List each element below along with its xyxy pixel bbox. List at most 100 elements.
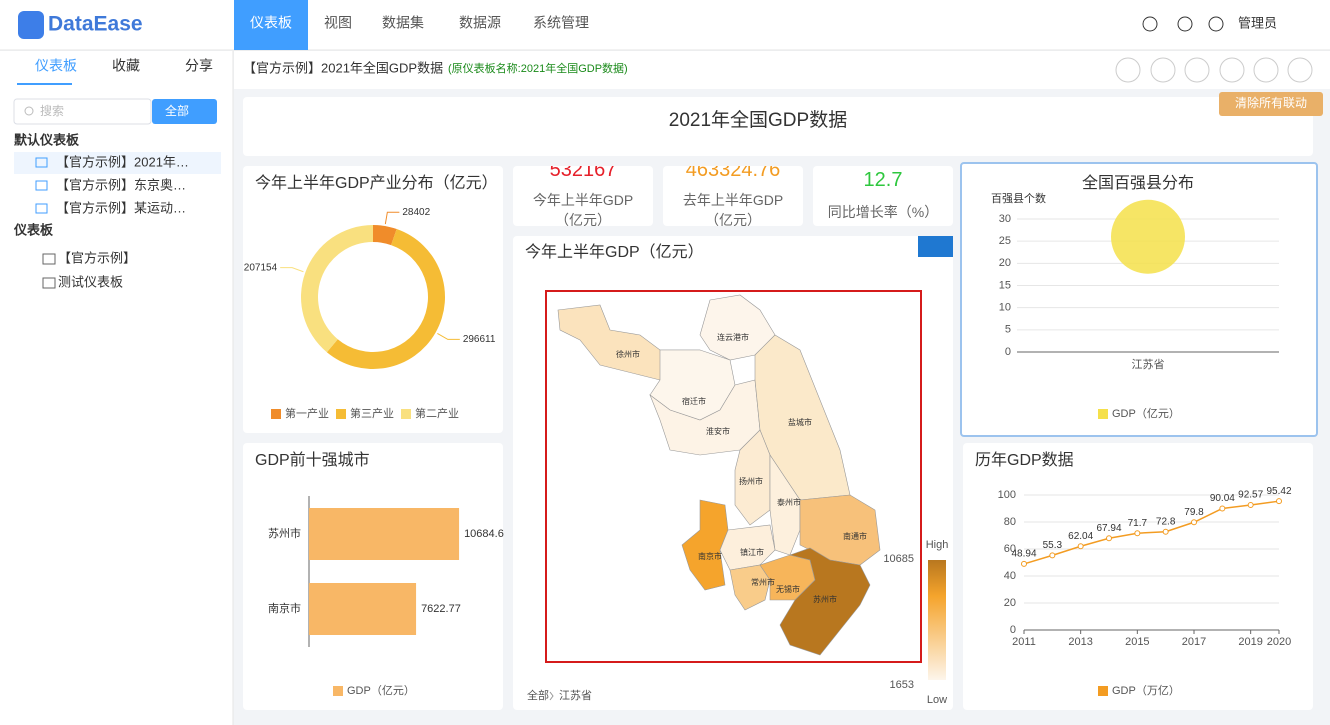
navbar <box>0 0 1330 50</box>
sidebar-tab[interactable]: 收藏 <box>112 58 140 74</box>
tree-item[interactable]: 【官方示例】 <box>58 250 136 265</box>
item-icon <box>35 180 48 191</box>
data-label: 79.8 <box>1184 507 1204 518</box>
axis-label: 百强县个数 <box>991 192 1046 205</box>
item-icon <box>35 157 48 168</box>
point[interactable] <box>1134 530 1141 537</box>
x-tick-label: 2013 <box>1068 636 1092 648</box>
leader-line <box>384 211 400 225</box>
chart-title: 今年上半年GDP产业分布（亿元） <box>255 174 498 192</box>
user-menu[interactable]: 管理员 <box>1238 15 1277 30</box>
point[interactable] <box>1021 560 1027 567</box>
card <box>960 162 1318 437</box>
point[interactable] <box>1162 528 1169 535</box>
nav-icon[interactable] <box>1142 16 1158 32</box>
kpi-value: 12.7 <box>863 169 903 191</box>
y-tick-label: 苏州市 <box>268 526 301 540</box>
menu-item[interactable]: 系统管理 <box>533 15 589 31</box>
dashboard-item[interactable]: 【官方示例】东京奥… <box>56 177 186 192</box>
clear-button[interactable] <box>1219 92 1323 116</box>
toolbar-button[interactable] <box>1219 57 1245 83</box>
visual-map-max: 10685 <box>883 553 914 565</box>
legend-label: GDP（亿元） <box>1112 407 1180 420</box>
data-label: 95.42 <box>1266 486 1291 497</box>
point[interactable] <box>1219 505 1226 512</box>
data-label: 48.94 <box>1011 549 1036 560</box>
region-label: 连云港市 <box>717 332 749 342</box>
bubble[interactable] <box>1111 199 1185 274</box>
toolbar-button[interactable] <box>1287 57 1313 83</box>
data-label: 90.04 <box>1210 493 1235 504</box>
map-region[interactable] <box>734 429 771 526</box>
active-tab[interactable] <box>234 0 308 50</box>
x-tick-label: 江苏省 <box>1132 358 1165 371</box>
selected-item[interactable] <box>14 152 221 174</box>
line <box>1023 500 1280 565</box>
region-label: 苏州市 <box>813 594 837 604</box>
nav-icon[interactable] <box>1177 16 1193 32</box>
region-label: 常州市 <box>751 577 775 587</box>
kpi-value: 532167 <box>549 166 617 181</box>
legend-swatch <box>336 409 346 419</box>
breadcrumb[interactable]: 江苏省 <box>559 689 592 702</box>
legend-swatch <box>1098 409 1108 419</box>
region-label: 盐城市 <box>788 417 812 427</box>
point[interactable] <box>1247 502 1254 509</box>
legend-swatch <box>333 686 343 696</box>
map-region[interactable] <box>779 547 871 656</box>
region-label: 南通市 <box>843 531 867 541</box>
nav-icon[interactable] <box>1208 16 1224 32</box>
region-label: 无锡市 <box>776 584 800 594</box>
point[interactable] <box>1077 543 1084 550</box>
search-box[interactable] <box>13 98 152 125</box>
section-title: 仪表板 <box>13 222 54 237</box>
menu-item[interactable]: 视图 <box>324 15 352 31</box>
map-tools[interactable] <box>918 236 953 257</box>
data-label: 296611 <box>463 334 496 345</box>
breadcrumb[interactable]: 全部 <box>527 688 549 702</box>
sidebar-tab[interactable]: 分享 <box>185 58 213 74</box>
y-tick-label: 60 <box>1004 543 1016 555</box>
legend-label: 第二产业 <box>415 406 459 420</box>
toolbar-button[interactable] <box>1184 57 1210 83</box>
menu-item[interactable]: 数据源 <box>459 15 501 31</box>
kpi-label: 去年上半年GDP（亿元） <box>682 192 784 226</box>
menu-item[interactable]: 数据集 <box>382 15 424 31</box>
data-label: 67.94 <box>1096 523 1121 534</box>
point[interactable] <box>1106 535 1112 542</box>
map-region[interactable] <box>681 499 729 591</box>
sidebar-tab[interactable]: 仪表板 <box>35 58 77 74</box>
data-label: 28402 <box>402 207 430 218</box>
data-label: 7622.77 <box>421 603 461 615</box>
x-tick-label: 2017 <box>1182 636 1206 648</box>
filter-button[interactable] <box>152 99 217 124</box>
region-label: 南京市 <box>698 551 722 561</box>
x-tick-label: 2015 <box>1125 636 1149 648</box>
bar[interactable] <box>309 583 417 635</box>
y-tick-label: 5 <box>1005 324 1011 336</box>
kpi-card: 12.7 同比增长率（%） <box>813 166 953 226</box>
region-label: 泰州市 <box>777 497 801 507</box>
filter-label[interactable]: 全部 <box>165 103 189 118</box>
y-tick-label: 15 <box>999 279 1011 291</box>
region-label: 扬州市 <box>739 476 763 486</box>
visual-map-label: Low <box>927 694 947 706</box>
legend-label: GDP（万亿） <box>1112 684 1180 697</box>
toolbar-button[interactable] <box>1115 57 1141 83</box>
tree-item[interactable]: 测试仪表板 <box>58 274 123 289</box>
toolbar-button[interactable] <box>1150 57 1176 83</box>
toolbar-button[interactable] <box>1253 57 1279 83</box>
point[interactable] <box>1049 552 1056 559</box>
menu-item[interactable]: 仪表板 <box>250 15 292 31</box>
clear-button-label[interactable]: 清除所有联动 <box>1235 95 1307 110</box>
leader-line <box>437 333 460 340</box>
point[interactable] <box>1191 519 1197 526</box>
bar[interactable] <box>309 508 460 560</box>
legend-swatch <box>1098 686 1108 696</box>
dashboard-item[interactable]: 【官方示例】某运动… <box>56 200 186 215</box>
dashboard-item[interactable]: 【官方示例】2021年… <box>56 154 189 169</box>
visual-map <box>928 560 946 680</box>
point[interactable] <box>1276 498 1282 505</box>
visual-map-label: High <box>926 539 949 551</box>
data-label: 10684.6 <box>464 528 504 540</box>
